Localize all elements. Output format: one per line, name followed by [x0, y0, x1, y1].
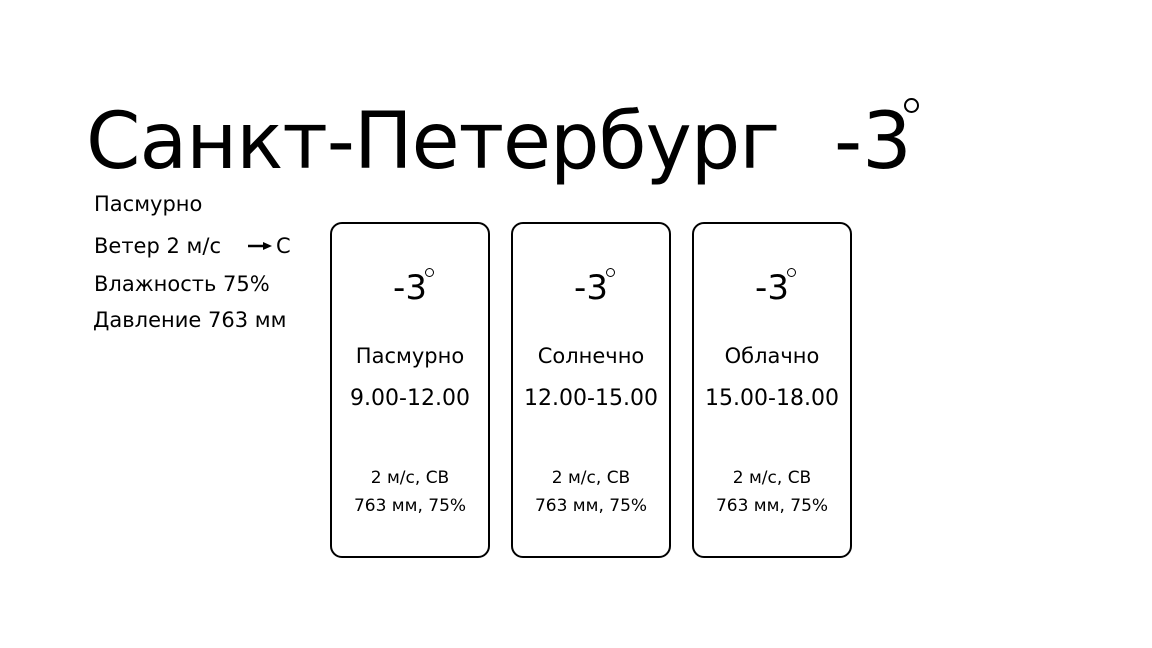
current-pressure: Давление 763 мм	[93, 308, 287, 332]
forecast-time: 12.00-15.00	[524, 386, 658, 411]
degree-icon	[787, 268, 796, 277]
forecast-time: 9.00-12.00	[350, 386, 470, 411]
forecast-pressure-humidity: 763 мм, 75%	[715, 496, 829, 516]
forecast-card-2[interactable]: -3 Солнечно 12.00-15.00 2 м/с, СВ 763 мм…	[511, 222, 671, 558]
forecast-pressure-humidity: 763 мм, 75%	[353, 496, 467, 516]
current-temperature: -3	[834, 97, 912, 187]
forecast-temperature: -3	[755, 268, 789, 308]
arrow-right-icon	[248, 242, 272, 250]
forecast-condition: Пасмурно	[355, 344, 465, 368]
forecast-condition: Солнечно	[537, 344, 645, 368]
wind-label: Ветер 2 м/с	[94, 234, 221, 258]
forecast-wind: 2 м/с, СВ	[370, 468, 450, 488]
degree-icon	[606, 268, 615, 277]
forecast-condition: Облачно	[724, 344, 820, 368]
current-humidity: Влажность 75%	[94, 272, 270, 296]
forecast-card-3[interactable]: -3 Облачно 15.00-18.00 2 м/с, СВ 763 мм,…	[692, 222, 852, 558]
wind-direction: С	[276, 234, 291, 258]
forecast-wind: 2 м/с, СВ	[551, 468, 631, 488]
degree-icon	[425, 268, 434, 277]
city-title: Санкт-Петербург	[86, 97, 780, 187]
current-wind: Ветер 2 м/с С	[94, 232, 291, 260]
degree-icon	[904, 98, 919, 113]
forecast-pressure-humidity: 763 мм, 75%	[534, 496, 648, 516]
current-condition: Пасмурно	[94, 192, 203, 216]
forecast-time: 15.00-18.00	[705, 386, 839, 411]
forecast-card-1[interactable]: -3 Пасмурно 9.00-12.00 2 м/с, СВ 763 мм,…	[330, 222, 490, 558]
forecast-temperature: -3	[574, 268, 608, 308]
forecast-wind: 2 м/с, СВ	[732, 468, 812, 488]
forecast-temperature: -3	[393, 268, 427, 308]
